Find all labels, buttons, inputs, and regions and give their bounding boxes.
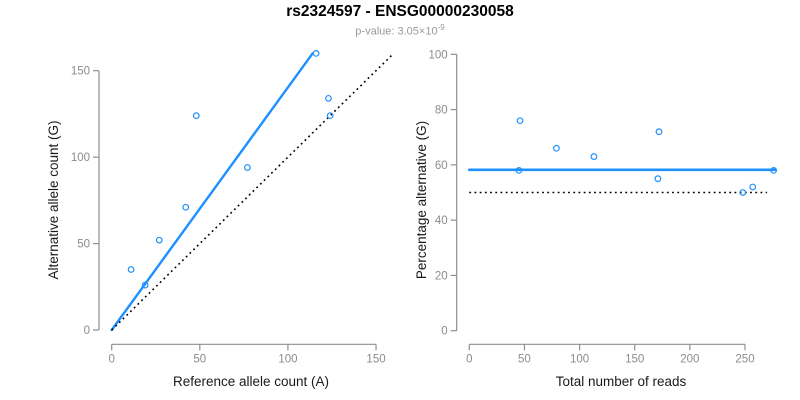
percentage-alternative-plot-y-tick-label: 60 [435, 160, 448, 172]
allele-counts-plot-y-axis-title: Alternative allele count (G) [46, 120, 61, 279]
p-value-exponent: -9 [437, 23, 445, 32]
percentage-alternative-plot-y-axis-title: Percentage alternative (G) [414, 121, 429, 279]
identity-line [111, 52, 395, 331]
percentage-alternative-plot-data-point [739, 189, 747, 196]
percentage-alternative-plot-y-tick-label: 0 [441, 326, 447, 338]
allele-counts-plot-x-tick-label: 50 [193, 353, 206, 365]
percentage-alternative-plot-data-point [655, 128, 663, 136]
percentage-alternative-plot-y-tick-label: 80 [435, 105, 448, 117]
percentage-alternative-plot-x-tick-label: 250 [735, 353, 754, 365]
allele-counts-plot-y-tick-label: 100 [71, 152, 90, 164]
percentage-alternative-plot-y-tick-label: 20 [435, 270, 448, 282]
percentage-alternative-plot-data-point [654, 175, 662, 183]
allele-counts-plot-y-tick-label: 0 [84, 325, 90, 337]
allele-counts-plot-data-point [192, 112, 200, 120]
allele-counts-plot-x-tick-label: 100 [278, 353, 297, 365]
allele-counts-plot-data-point [141, 281, 149, 289]
figure-subtitle: p-value: 3.05×10-9 [0, 23, 800, 38]
allele-counts-plot-y-tick-label: 150 [71, 66, 90, 78]
percentage-alternative-plot-data-point [770, 166, 778, 174]
fit-line [110, 52, 314, 332]
allele-counts-plot-y-tick-label: 50 [77, 239, 90, 251]
allele-counts-plot-data-point [312, 50, 320, 57]
percentage-alternative-plot-x-tick-label: 50 [518, 353, 531, 365]
allele-counts-plot-data-point [182, 203, 190, 211]
allele-counts-plot-data-point [127, 266, 135, 273]
percentage-alternative-plot-data-point [515, 166, 523, 174]
percentage-alternative-plot-data-point [516, 117, 524, 125]
p-value-text: p-value: 3.05×10 [355, 25, 438, 38]
allele-counts-plot-x-tick-label: 0 [108, 353, 114, 365]
allele-counts-plot-data-point [326, 112, 334, 120]
percentage-alternative-plot-data-point [553, 144, 560, 152]
allele-counts-plot-data-point [243, 164, 251, 171]
percentage-alternative-plot-x-tick-label: 200 [680, 353, 699, 365]
figure-title: rs2324597 - ENSG00000230058 [286, 3, 514, 20]
allele-counts-plot-data-point [325, 94, 332, 102]
percentage-alternative-plot-y-tick-label: 40 [435, 215, 448, 227]
percentage-alternative-plot-x-tick-label: 100 [570, 353, 589, 365]
percentage-alternative-plot-data-point [590, 153, 598, 160]
allele-counts-plot-x-tick-label: 150 [366, 353, 385, 365]
percentage-alternative-plot-x-tick-label: 150 [625, 353, 644, 365]
percentage-alternative-plot-x-tick-label: 0 [466, 353, 472, 365]
allele-counts-plot-data-point [155, 236, 163, 244]
allele-counts-plot-x-axis-title: Reference allele count (A) [173, 374, 329, 389]
percentage-alternative-plot-data-point [749, 183, 757, 191]
percentage-alternative-plot-y-tick-label: 100 [429, 49, 448, 61]
percentage-alternative-plot-x-axis-title: Total number of reads [556, 374, 687, 389]
